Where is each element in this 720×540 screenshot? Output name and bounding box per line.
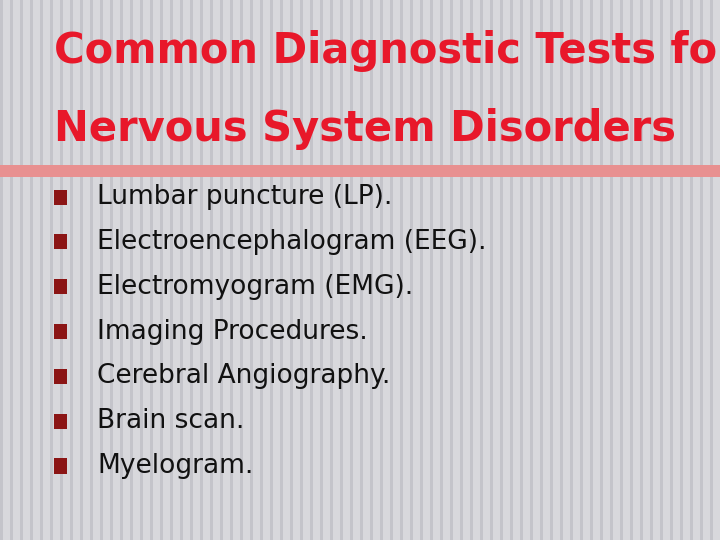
Bar [310,0,313,540]
Bar [670,0,673,540]
Text: Nervous System Disorders: Nervous System Disorders [54,108,676,150]
Bar [580,0,583,540]
Bar [0,165,720,177]
Bar [54,414,67,429]
Bar [480,0,483,540]
Bar [680,0,683,540]
Bar [450,0,453,540]
Bar [210,0,213,540]
Bar [360,0,363,540]
Bar [54,369,67,384]
Bar [520,0,523,540]
Bar [10,0,13,540]
Bar [54,234,67,249]
Text: Myelogram.: Myelogram. [97,453,253,479]
Bar [190,0,193,540]
Bar [170,0,173,540]
Bar [30,0,33,540]
Bar [540,0,543,540]
Bar [150,0,153,540]
Bar [600,0,603,540]
Bar [230,0,233,540]
Bar [0,0,3,540]
Bar [90,0,93,540]
Bar [54,279,67,294]
Bar [340,0,343,540]
Bar [440,0,443,540]
Bar [620,0,623,540]
Bar [270,0,273,540]
Bar [370,0,373,540]
Bar [640,0,643,540]
Bar [100,0,103,540]
Bar [250,0,253,540]
Bar [650,0,653,540]
Bar [160,0,163,540]
Bar [40,0,43,540]
Bar [180,0,183,540]
Bar [20,0,23,540]
Bar [430,0,433,540]
Bar [590,0,593,540]
Bar [300,0,303,540]
Bar [420,0,423,540]
Bar [280,0,283,540]
Bar [410,0,413,540]
Bar [54,324,67,339]
Bar [290,0,293,540]
Bar [80,0,83,540]
Bar [330,0,333,540]
Bar [530,0,533,540]
Bar [390,0,393,540]
Bar [260,0,263,540]
Text: Cerebral Angiography.: Cerebral Angiography. [97,363,390,389]
Bar [460,0,463,540]
Bar [400,0,403,540]
Bar [200,0,203,540]
Bar [130,0,133,540]
Bar [380,0,383,540]
Text: Electroencephalogram (EEG).: Electroencephalogram (EEG). [97,229,487,255]
Bar [700,0,703,540]
Bar [500,0,503,540]
Bar [50,0,53,540]
Text: Lumbar puncture (LP).: Lumbar puncture (LP). [97,184,392,210]
Bar [490,0,493,540]
Bar [560,0,563,540]
Bar [70,0,73,540]
Bar [240,0,243,540]
Bar [220,0,223,540]
Bar [120,0,123,540]
Bar [320,0,323,540]
Text: Imaging Procedures.: Imaging Procedures. [97,319,368,345]
Bar [630,0,633,540]
Bar [60,0,63,540]
Bar [350,0,353,540]
Bar [54,190,67,205]
Bar [110,0,113,540]
Bar [140,0,143,540]
Bar [570,0,573,540]
Bar [54,458,67,474]
Bar [470,0,473,540]
Bar [660,0,663,540]
Bar [690,0,693,540]
Text: Common Diagnostic Tests for: Common Diagnostic Tests for [54,30,720,72]
Bar [510,0,513,540]
Bar [610,0,613,540]
Bar [550,0,553,540]
Text: Electromyogram (EMG).: Electromyogram (EMG). [97,274,413,300]
Text: Brain scan.: Brain scan. [97,408,245,434]
Bar [710,0,713,540]
